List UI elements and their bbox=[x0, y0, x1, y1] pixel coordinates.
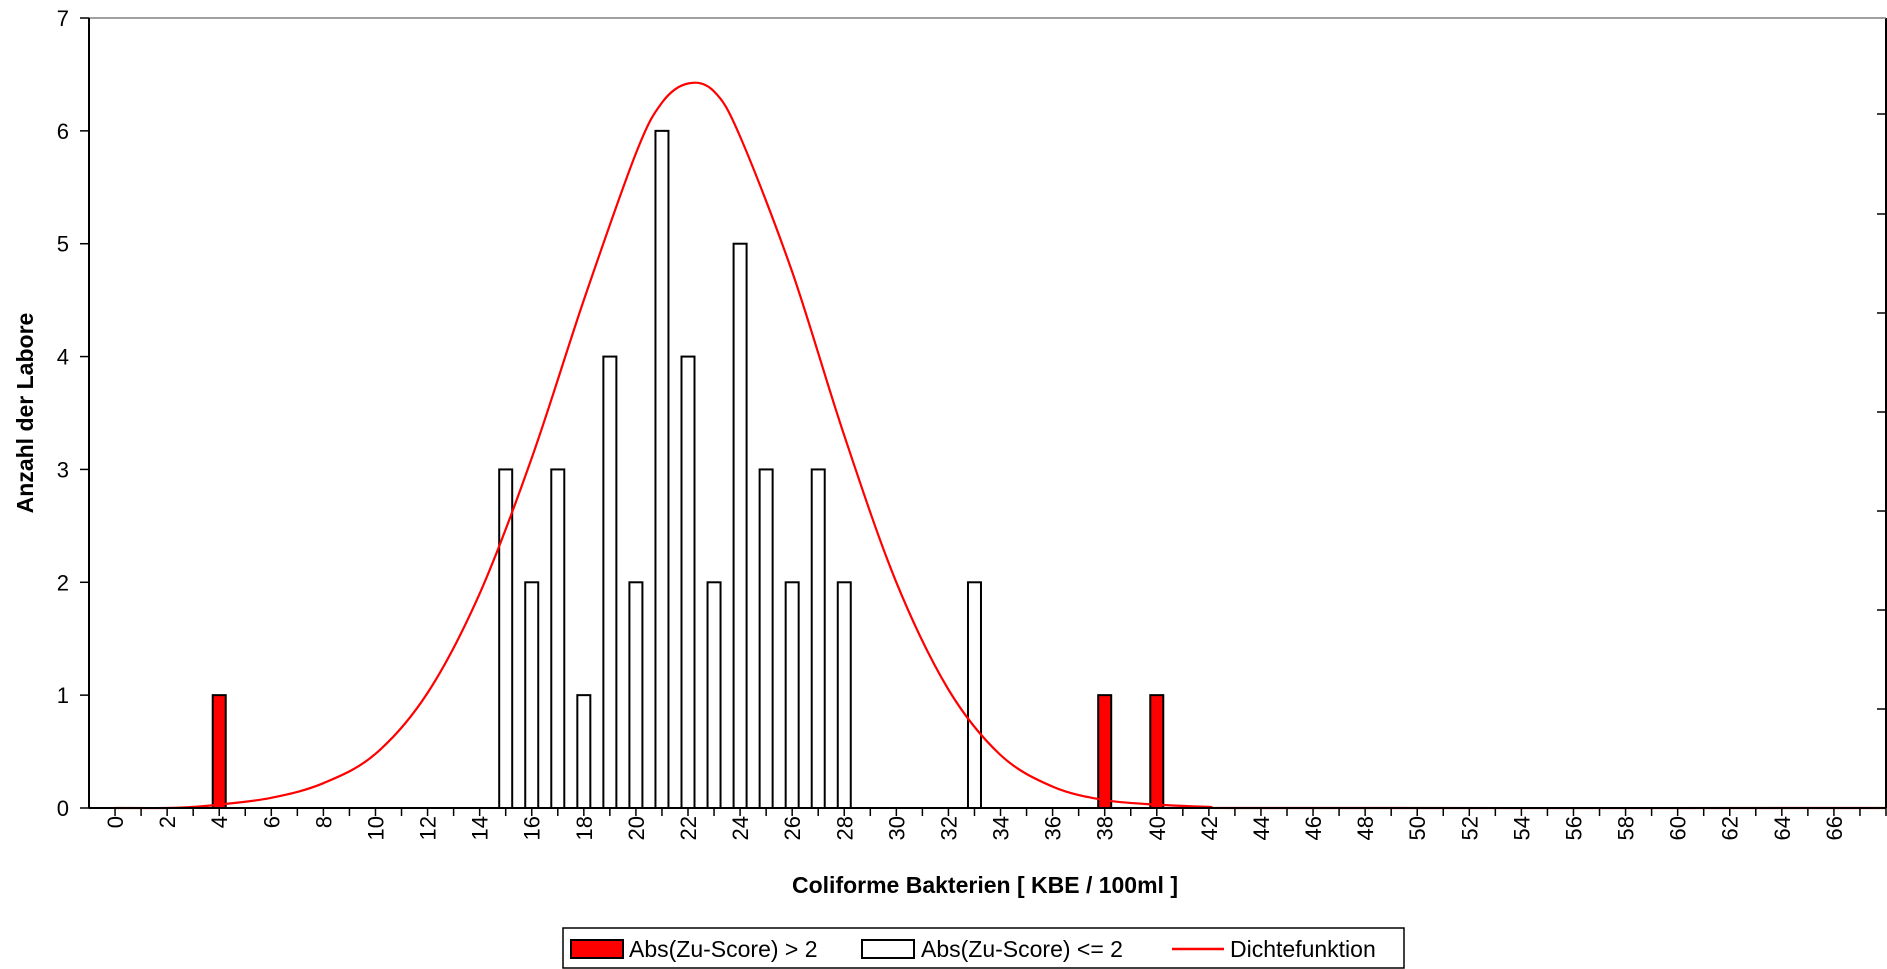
bar-x-21 bbox=[654, 129, 670, 810]
axes bbox=[88, 18, 1886, 809]
y-tick-label: 4 bbox=[57, 345, 69, 370]
density-curve bbox=[114, 81, 1887, 810]
bar-x-40 bbox=[1149, 694, 1165, 810]
legend-label-density: Dichtefunktion bbox=[1230, 936, 1376, 962]
y-tick-label: 1 bbox=[57, 683, 69, 708]
x-tick-label: 16 bbox=[520, 816, 545, 840]
legend-frame bbox=[562, 927, 1405, 969]
bar-x-25 bbox=[758, 468, 774, 809]
y-tick-label: 2 bbox=[57, 570, 69, 595]
y-tick-label: 5 bbox=[57, 232, 69, 257]
x-tick-label: 20 bbox=[624, 816, 649, 840]
x-tick-label: 60 bbox=[1666, 816, 1691, 840]
bar-x-18 bbox=[576, 694, 592, 810]
x-tick-label: 40 bbox=[1145, 816, 1170, 840]
legend-label-outlier: Abs(Zu-Score) > 2 bbox=[629, 936, 818, 962]
x-tick-label: 0 bbox=[103, 816, 128, 828]
x-tick-label: 32 bbox=[936, 816, 961, 840]
x-tick-label: 46 bbox=[1301, 816, 1326, 840]
legend-label-normal: Abs(Zu-Score) <= 2 bbox=[921, 936, 1123, 962]
bar-x-28 bbox=[836, 581, 852, 809]
x-tick-label: 6 bbox=[259, 816, 284, 828]
bar-x-24 bbox=[732, 242, 748, 809]
legend-swatch-outlier bbox=[570, 939, 624, 959]
x-tick-label: 22 bbox=[676, 816, 701, 840]
bar-x-27 bbox=[810, 468, 826, 809]
x-tick-label: 34 bbox=[989, 816, 1014, 840]
legend-swatch-normal bbox=[861, 939, 915, 959]
x-tick-label: 64 bbox=[1770, 816, 1795, 840]
x-tick-label: 48 bbox=[1353, 816, 1378, 840]
x-tick-label: 52 bbox=[1457, 816, 1482, 840]
y-tick-label: 7 bbox=[57, 6, 69, 31]
x-tick-label: 18 bbox=[572, 816, 597, 840]
x-tick-label: 24 bbox=[728, 816, 753, 840]
bar-x-23 bbox=[706, 581, 722, 809]
bar-x-16 bbox=[524, 581, 540, 809]
legend: Abs(Zu-Score) > 2 Abs(Zu-Score) <= 2 Dic… bbox=[562, 927, 1405, 969]
bar-x-26 bbox=[784, 581, 800, 809]
x-tick-label: 12 bbox=[416, 816, 441, 840]
x-tick-label: 54 bbox=[1509, 816, 1534, 840]
y-axis-title: Anzahl der Labore bbox=[12, 313, 38, 514]
x-tick-label: 58 bbox=[1614, 816, 1639, 840]
bars bbox=[211, 129, 1165, 810]
x-tick-label: 4 bbox=[207, 816, 232, 828]
right-axis-ticks bbox=[1877, 18, 1887, 808]
x-tick-label: 66 bbox=[1822, 816, 1847, 840]
bar-x-20 bbox=[628, 581, 644, 809]
x-tick-label: 38 bbox=[1093, 816, 1118, 840]
x-tick-label: 44 bbox=[1249, 816, 1274, 840]
x-axis-ticks: 0 2 4 6 8 10 12 14 16 18 20 22 24 26 28 30 32 34 36 38 40 42 4… bbox=[103, 808, 1887, 840]
x-tick-label: 8 bbox=[311, 816, 336, 828]
x-tick-label: 28 bbox=[832, 816, 857, 840]
x-tick-label: 2 bbox=[155, 816, 180, 828]
bar-x-19 bbox=[602, 355, 618, 809]
y-tick-label: 6 bbox=[57, 119, 69, 144]
x-tick-label: 42 bbox=[1197, 816, 1222, 840]
x-tick-label: 36 bbox=[1041, 816, 1066, 840]
y-tick-label: 0 bbox=[57, 796, 69, 821]
x-tick-label: 10 bbox=[364, 816, 389, 840]
x-tick-label: 30 bbox=[884, 816, 909, 840]
x-tick-label: 26 bbox=[780, 816, 805, 840]
x-tick-label: 50 bbox=[1405, 816, 1430, 840]
x-axis-title: Coliforme Bakterien [ KBE / 100ml ] bbox=[792, 872, 1178, 898]
bar-x-38 bbox=[1097, 694, 1113, 810]
x-tick-label: 56 bbox=[1562, 816, 1587, 840]
y-axis-ticks: 0 1 2 3 4 5 6 7 bbox=[57, 6, 89, 821]
x-tick-label: 62 bbox=[1718, 816, 1743, 840]
y-tick-label: 3 bbox=[57, 457, 69, 482]
bar-x-22 bbox=[680, 355, 696, 809]
x-tick-label: 14 bbox=[468, 816, 493, 840]
bar-x-17 bbox=[550, 468, 566, 809]
bar-x-33 bbox=[966, 581, 982, 809]
bar-x-4 bbox=[211, 694, 227, 810]
